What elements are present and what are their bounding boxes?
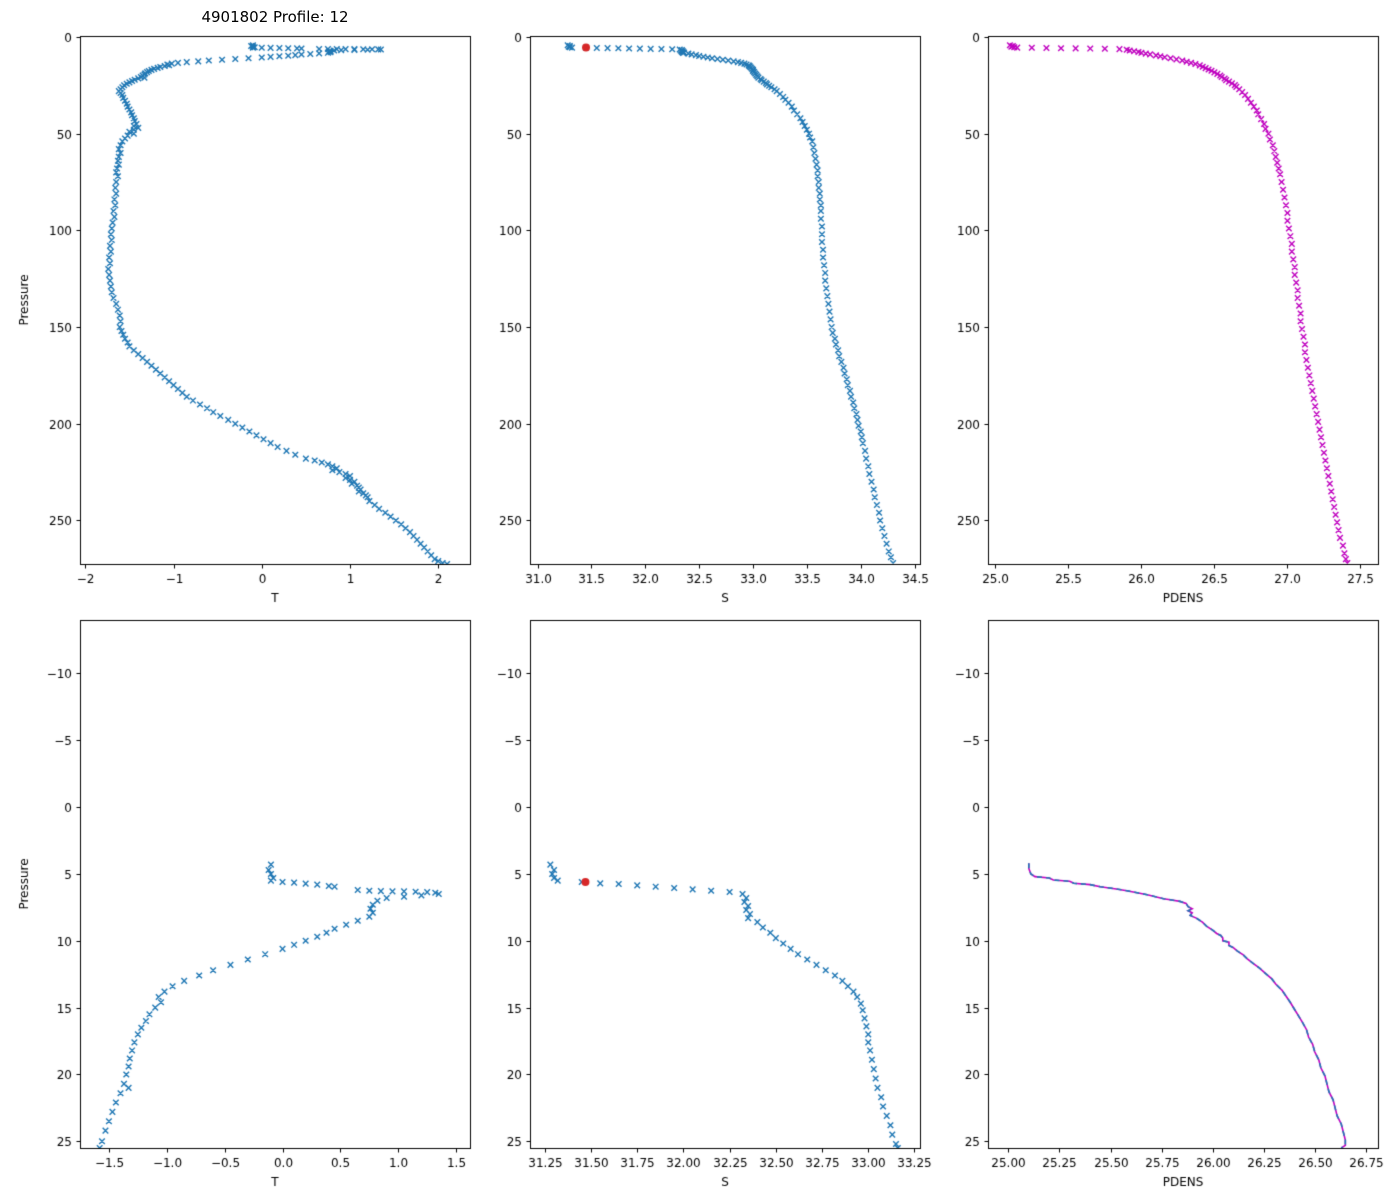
pdens-zoom-chart xyxy=(910,590,1392,1194)
pdens-full-chart xyxy=(910,6,1392,610)
subplot-salinity-full xyxy=(452,6,934,610)
subplot-temperature-zoom xyxy=(2,590,484,1194)
temperature-zoom-chart xyxy=(2,590,484,1194)
subplot-pdens-full xyxy=(910,6,1392,610)
subplot-temperature-full xyxy=(2,6,484,610)
temperature-full-chart xyxy=(2,6,484,610)
subplot-salinity-zoom xyxy=(452,590,934,1194)
salinity-zoom-chart xyxy=(452,590,934,1194)
subplot-pdens-zoom xyxy=(910,590,1392,1194)
salinity-full-chart xyxy=(452,6,934,610)
